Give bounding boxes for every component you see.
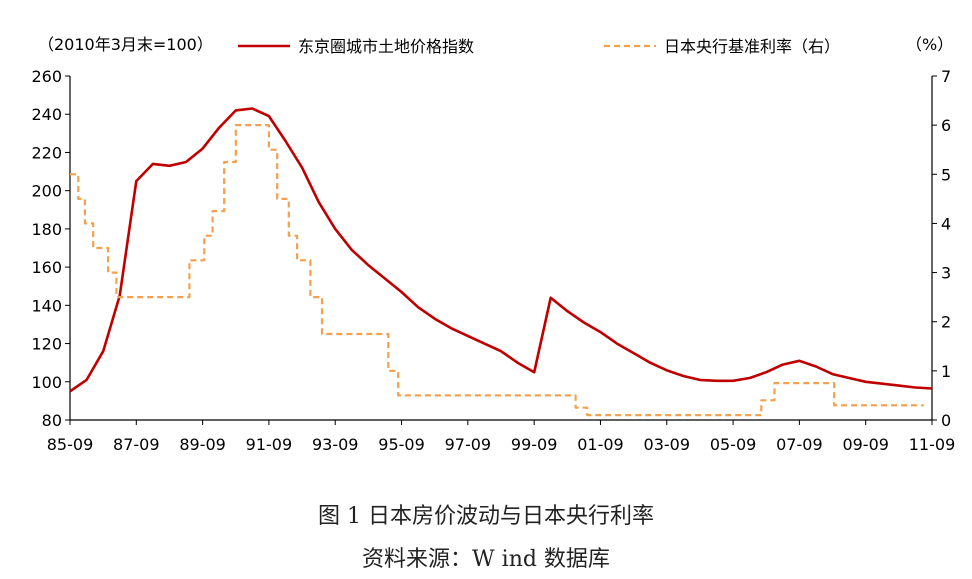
left-tick-label: 140 [31, 296, 62, 315]
left-axis-ticks: 80 100 120 140 160 180 200 220 240 260 [31, 67, 70, 430]
right-tick-label: 1 [941, 362, 951, 381]
left-tick-label: 180 [31, 220, 62, 239]
left-axis-unit-label: （2010年3月末=100） [38, 35, 213, 54]
right-axis-ticks: 0 1 2 3 4 5 6 7 [932, 67, 951, 430]
left-tick-label: 120 [31, 335, 62, 354]
left-tick-label: 160 [31, 258, 62, 277]
x-tick-label: 87-09 [113, 435, 160, 454]
figure-caption: 图 1 日本房价波动与日本央行利率 [318, 504, 654, 529]
left-tick-label: 100 [31, 373, 62, 392]
data-source: 资料来源：W ind 数据库 [362, 547, 610, 572]
x-tick-label: 07-09 [776, 435, 823, 454]
right-tick-label: 6 [941, 116, 951, 135]
x-tick-label: 01-09 [577, 435, 624, 454]
right-tick-label: 0 [941, 411, 951, 430]
left-tick-label: 200 [31, 182, 62, 201]
x-tick-label: 97-09 [445, 435, 492, 454]
left-tick-label: 80 [42, 411, 62, 430]
right-tick-label: 4 [941, 214, 951, 233]
x-tick-label: 05-09 [710, 435, 757, 454]
x-tick-label: 99-09 [511, 435, 558, 454]
right-tick-label: 2 [941, 313, 951, 332]
legend: （2010年3月末=100） 东京圈城市土地价格指数 日本央行基准利率（右） （… [38, 35, 953, 56]
right-tick-label: 3 [941, 264, 951, 283]
x-tick-label: 85-09 [47, 435, 94, 454]
left-tick-label: 220 [31, 143, 62, 162]
left-tick-label: 240 [31, 105, 62, 124]
chart-axes [69, 76, 933, 421]
right-tick-label: 5 [941, 165, 951, 184]
line-chart: 80 100 120 140 160 180 200 220 240 260 0 1 2 3 4 5 6 7 8… [31, 35, 956, 454]
x-axis-ticks: 85-09 87-09 89-09 91-09 93-09 95-09 97-09 99-09… [47, 420, 956, 454]
left-tick-label: 260 [31, 67, 62, 86]
legend-label-land-price: 东京圈城市土地价格指数 [298, 37, 474, 56]
x-tick-label: 93-09 [312, 435, 359, 454]
x-tick-label: 89-09 [179, 435, 226, 454]
series-line-land-price [69, 107, 933, 393]
legend-label-policy-rate: 日本央行基准利率（右） [664, 37, 840, 56]
series-group [69, 107, 933, 417]
x-tick-label: 03-09 [644, 435, 691, 454]
x-tick-label: 11-09 [909, 435, 956, 454]
series-line-policy-rate [70, 124, 924, 417]
x-tick-label: 91-09 [246, 435, 293, 454]
x-tick-label: 95-09 [378, 435, 425, 454]
x-tick-label: 09-09 [842, 435, 889, 454]
right-tick-label: 7 [941, 67, 951, 86]
right-axis-unit-label: （%） [906, 35, 953, 54]
